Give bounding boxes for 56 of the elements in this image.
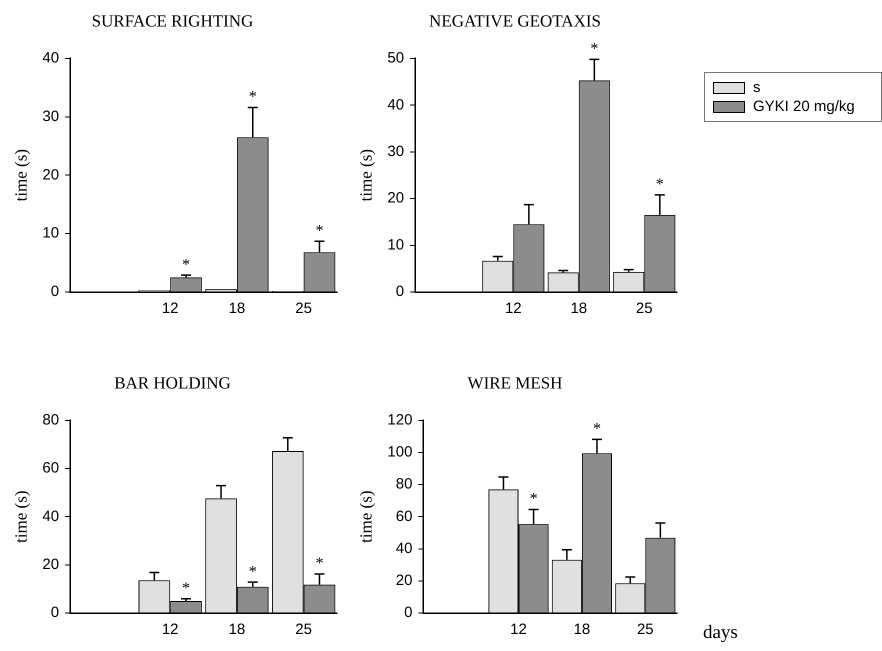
y-tick-label: 100 <box>387 444 412 461</box>
legend-label: s <box>753 79 760 96</box>
x-tick-label: 25 <box>295 300 312 318</box>
y-tick-label: 20 <box>387 190 404 207</box>
y-tick-label: 0 <box>404 604 412 622</box>
annotation: * <box>592 420 601 438</box>
y-tick-label: 0 <box>50 283 60 300</box>
y-axis-title: time (s) <box>12 490 31 543</box>
y-tick-label: 20 <box>42 166 60 184</box>
chart-title: BAR HOLDING <box>114 374 231 393</box>
annotation: * <box>656 176 664 194</box>
annotation: * <box>182 256 190 274</box>
x-tick-label: 12 <box>162 621 179 638</box>
legend-label: GYKI 20 mg/kg <box>753 98 855 115</box>
y-tick-label: 60 <box>42 460 60 477</box>
y-tick-label: 50 <box>387 50 404 67</box>
x-tick-label: 12 <box>504 300 522 318</box>
x-tick-label: 18 <box>574 621 590 638</box>
chart-title: NEGATIVE GEOTAXIS <box>429 12 601 31</box>
x-tick-label: 18 <box>228 300 246 318</box>
x-tick-label: 18 <box>570 300 588 318</box>
y-axis-title: time (s) <box>356 148 376 202</box>
y-tick-label: 30 <box>387 142 404 160</box>
y-tick-label: 40 <box>42 508 60 525</box>
y-tick-label: 0 <box>50 604 60 622</box>
y-tick-label: 80 <box>396 476 412 493</box>
y-tick-label: 30 <box>42 108 60 125</box>
y-axis-title: time (s) <box>12 148 31 202</box>
annotation: * <box>248 563 257 580</box>
x-axis-title: days <box>703 622 738 643</box>
y-tick-label: 120 <box>387 412 412 429</box>
chart-title: WIRE MESH <box>468 374 562 393</box>
x-tick-label: 18 <box>228 621 246 638</box>
annotation: * <box>315 555 324 572</box>
x-tick-label: 25 <box>636 300 653 318</box>
y-tick-label: 40 <box>387 96 404 114</box>
annotation: * <box>530 490 538 508</box>
y-tick-label: 40 <box>42 50 60 67</box>
annotation: * <box>590 40 598 58</box>
y-tick-label: 40 <box>396 540 412 557</box>
y-tick-label: 20 <box>396 572 412 590</box>
x-tick-label: 12 <box>510 621 527 638</box>
annotation: * <box>248 88 257 106</box>
y-tick-label: 60 <box>396 508 412 525</box>
x-tick-label: 25 <box>636 621 654 638</box>
chart-title: SURFACE RIGHTING <box>92 12 254 31</box>
y-axis-title: time (s) <box>356 490 376 543</box>
y-tick-label: 10 <box>42 224 60 242</box>
x-tick-label: 25 <box>295 621 312 638</box>
y-tick-label: 0 <box>396 283 404 300</box>
y-tick-label: 10 <box>387 236 404 254</box>
y-tick-label: 20 <box>42 556 60 573</box>
annotation: * <box>315 222 324 240</box>
annotation: * <box>182 580 190 597</box>
y-tick-label: 80 <box>42 412 60 429</box>
x-tick-label: 12 <box>162 300 179 318</box>
